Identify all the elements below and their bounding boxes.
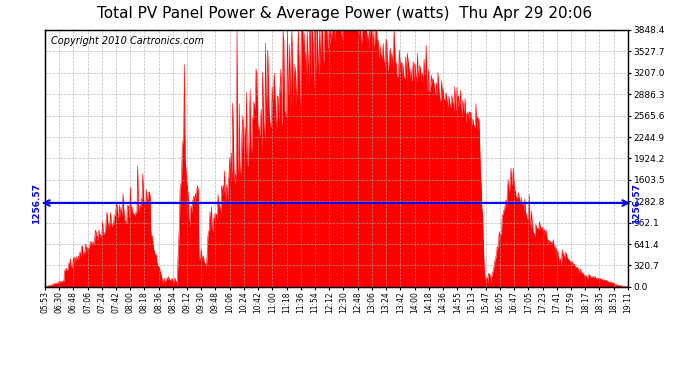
Text: Total PV Panel Power & Average Power (watts)  Thu Apr 29 20:06: Total PV Panel Power & Average Power (wa… [97,6,593,21]
Text: 1256.57: 1256.57 [32,183,41,224]
Text: 1256.57: 1256.57 [632,183,641,224]
Text: Copyright 2010 Cartronics.com: Copyright 2010 Cartronics.com [50,36,204,46]
